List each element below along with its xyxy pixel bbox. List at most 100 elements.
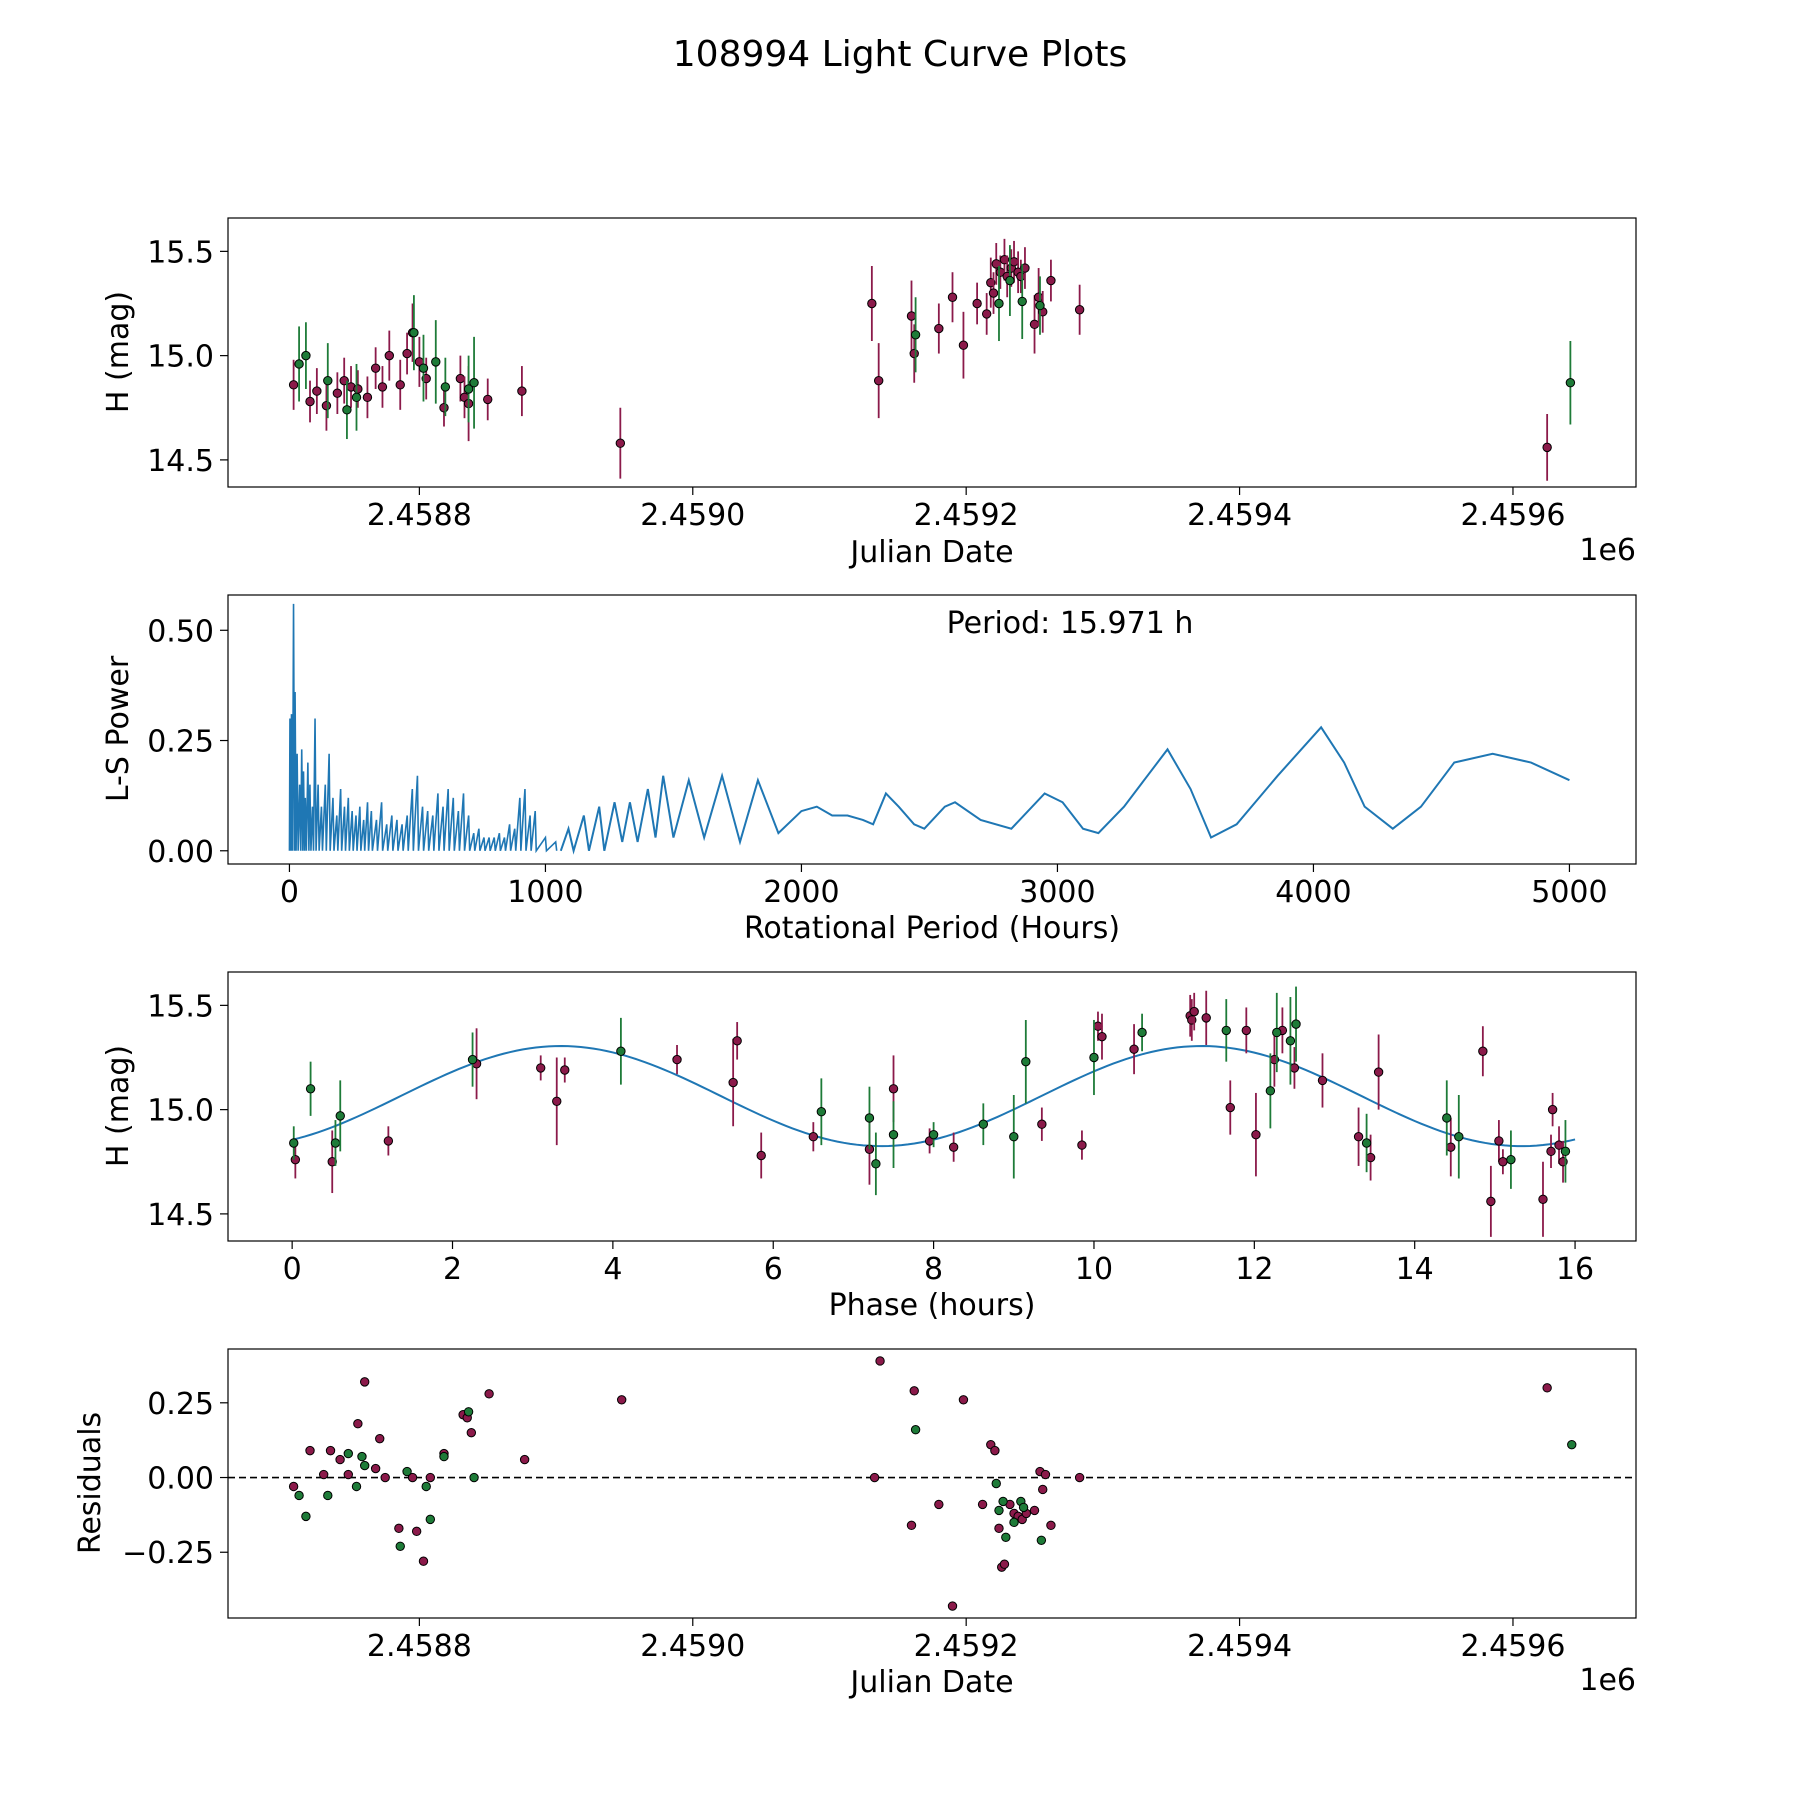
residuals-x-label: Julian Date [848, 1665, 1013, 1700]
phased-point-band-1 [1251, 1129, 1261, 1140]
lightcurve-x-tick-label: 2.4596 [1460, 498, 1565, 533]
lightcurve-point-band-1 [332, 388, 343, 398]
phased-point-band-2 [1089, 1052, 1099, 1063]
phased-point-band-1 [327, 1157, 337, 1167]
lightcurve-point-band-2 [1035, 300, 1045, 311]
panel-periodogram: 0 1000 2000 3000 4000 5000 0.00 0.25 0.50 Perio… [101, 594, 1637, 946]
residuals-x-offset: 1e6 [1579, 1663, 1636, 1698]
phased-y-tick-label: 15.5 [147, 989, 214, 1024]
lightcurve-point-band-1 [517, 386, 527, 396]
lightcurve-point-band-1 [947, 292, 958, 302]
residuals-point-band-1 [288, 1481, 299, 1492]
phased-point-band-2 [888, 1129, 899, 1140]
lightcurve-point-band-2 [294, 359, 304, 369]
residuals-point-band-1 [359, 1377, 370, 1387]
periodogram-x-tick-label: 5000 [1531, 875, 1607, 910]
lightcurve-point-band-1 [439, 403, 449, 413]
lightcurve-point-band-1 [934, 323, 944, 334]
residuals-point-band-1 [875, 1356, 885, 1366]
lightcurve-point-band-2 [469, 378, 479, 388]
lightcurve-y-tick-label: 15.0 [147, 340, 214, 375]
phased-point-band-1 [808, 1132, 819, 1142]
phased-point-band-1 [948, 1142, 959, 1152]
phased-x-tick-label: 6 [764, 1252, 783, 1287]
lightcurve-point-band-2 [431, 357, 441, 367]
residuals-point-band-2 [301, 1511, 311, 1522]
residuals-point-band-1 [407, 1472, 418, 1483]
lightcurve-point-band-2 [994, 298, 1004, 309]
lightcurve-point-band-1 [1016, 271, 1026, 282]
lightcurve-point-band-1 [981, 309, 992, 319]
lightcurve-point-band-2 [1017, 296, 1027, 307]
lightcurve-point-band-2 [342, 405, 352, 415]
residuals-point-band-1 [370, 1463, 381, 1474]
residuals-point-band-1 [1542, 1383, 1552, 1393]
phased-point-band-1 [1478, 1046, 1488, 1056]
periodogram-spikes [288, 603, 558, 854]
figure-title: 108994 Light Curve Plots [673, 34, 1127, 75]
phased-point-band-2 [978, 1119, 989, 1129]
residuals-point-band-2 [323, 1490, 333, 1501]
residuals-plot-area [227, 1348, 1637, 1619]
phased-point-band-1 [1317, 1075, 1328, 1086]
phased-point-band-2 [1009, 1132, 1019, 1142]
phased-point-band-1 [552, 1096, 562, 1106]
residuals-point-band-2 [1567, 1439, 1577, 1450]
residuals-point-band-1 [1038, 1484, 1048, 1495]
phased-point-band-1 [536, 1063, 546, 1073]
residuals-point-band-1 [869, 1472, 880, 1483]
residuals-point-band-1 [994, 1523, 1004, 1534]
residuals-point-band-1 [466, 1427, 477, 1438]
phased-point-band-1 [1373, 1067, 1384, 1077]
periodogram-x-tick-label: 1000 [507, 875, 583, 910]
lightcurve-x-tick-label: 2.4590 [640, 498, 745, 533]
periodogram-series [288, 603, 1570, 855]
phased-point-band-1 [1546, 1146, 1556, 1157]
phased-point-band-1 [1289, 1063, 1300, 1073]
lightcurve-x-label: Julian Date [848, 535, 1013, 570]
phased-point-band-1 [1201, 1013, 1211, 1023]
phased-point-band-1 [1486, 1196, 1496, 1207]
residuals-point-band-1 [484, 1389, 494, 1399]
phased-point-band-2 [1291, 1019, 1301, 1029]
phased-point-band-2 [335, 1111, 345, 1121]
phased-y-tick-label: 15.0 [147, 1094, 214, 1129]
residuals-point-band-2 [395, 1541, 405, 1551]
lightcurve-point-band-1 [362, 392, 373, 403]
residuals-point-band-1 [934, 1499, 944, 1510]
lightcurve-point-band-1 [353, 384, 363, 394]
phased-x-tick-label: 14 [1396, 1252, 1434, 1287]
residuals-point-band-2 [463, 1407, 474, 1417]
lightcurve-point-band-1 [988, 288, 999, 298]
phased-point-band-2 [1272, 1027, 1282, 1038]
lightcurve-x-ticks: 2.4588 2.4590 2.4592 2.4594 2.4596 [367, 487, 1565, 533]
phased-point-band-1 [1365, 1152, 1376, 1163]
residuals-point-band-1 [1029, 1505, 1040, 1516]
phased-point-band-2 [467, 1054, 478, 1065]
phased-point-band-1 [1037, 1119, 1047, 1129]
lightcurve-point-band-1 [1033, 292, 1044, 302]
residuals-point-band-1 [335, 1454, 345, 1465]
phased-point-band-2 [289, 1138, 299, 1148]
lightcurve-point-band-2 [910, 330, 921, 340]
residuals-x-tick-label: 2.4588 [367, 1629, 472, 1664]
phased-point-band-2 [1285, 1036, 1296, 1046]
residuals-point-band-1 [947, 1601, 958, 1611]
residuals-point-band-1 [418, 1556, 429, 1566]
phased-point-band-1 [560, 1065, 570, 1075]
phased-point-band-1 [383, 1136, 394, 1146]
residuals-y-tick-label: −0.25 [122, 1536, 214, 1571]
phased-point-band-1 [1498, 1157, 1508, 1167]
phased-x-tick-label: 4 [603, 1252, 622, 1287]
phased-point-band-1 [1494, 1136, 1504, 1146]
residuals-point-band-1 [425, 1472, 436, 1483]
phased-x-tick-label: 16 [1556, 1252, 1594, 1287]
lightcurve-point-band-2 [409, 327, 419, 338]
lightcurve-point-band-2 [440, 382, 451, 392]
residuals-x-tick-label: 2.4592 [914, 1629, 1019, 1664]
phased-points [289, 986, 1571, 1237]
phased-point-band-1 [1189, 1006, 1199, 1017]
panel-lightcurve: 2.4588 2.4590 2.4592 2.4594 2.4596 14.515.01… [101, 217, 1637, 570]
phased-point-band-2 [816, 1107, 827, 1117]
lightcurve-point-band-1 [312, 386, 322, 396]
